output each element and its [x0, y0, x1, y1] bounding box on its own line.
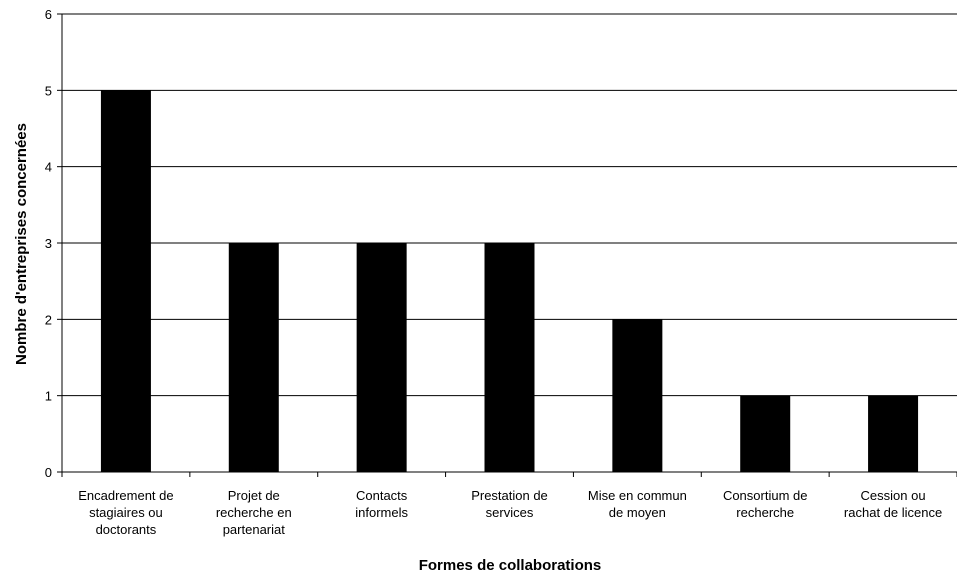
x-category-label: Projet de recherche en partenariat: [216, 488, 292, 537]
y-tick-label: 2: [45, 312, 52, 327]
y-tick-label: 6: [45, 7, 52, 22]
y-tick-label: 3: [45, 236, 52, 251]
bar: [612, 319, 663, 472]
x-category-label: Consortium de recherche: [723, 488, 808, 520]
bars: [100, 90, 919, 472]
x-category-label: Contacts informels: [355, 488, 408, 520]
y-tick-label: 5: [45, 83, 52, 98]
y-axis-title: Nombre d'entreprises concernées: [13, 123, 30, 365]
x-category-label: Prestation de services: [471, 488, 548, 520]
bar: [228, 243, 279, 472]
bar: [740, 395, 791, 472]
bar: [356, 243, 407, 472]
x-category-labels: Encadrement de stagiaires ou doctorants Pro…: [78, 488, 942, 537]
y-tick-label: 1: [45, 389, 52, 404]
bar: [484, 243, 535, 472]
x-category-label: Mise en commun de moyen: [588, 488, 687, 520]
y-tick-label: 4: [45, 160, 52, 175]
y-tick-labels: 0 1 2 3 4 5 6: [45, 7, 52, 480]
axes: [57, 13, 957, 477]
x-axis-title: Formes de collaborations: [419, 557, 602, 574]
x-category-label: Cession ou rachat de licence: [844, 488, 942, 520]
y-tick-label: 0: [45, 465, 52, 480]
bar: [868, 395, 919, 472]
x-category-label: Encadrement de stagiaires ou doctorants: [78, 488, 173, 537]
bar: [100, 90, 151, 472]
